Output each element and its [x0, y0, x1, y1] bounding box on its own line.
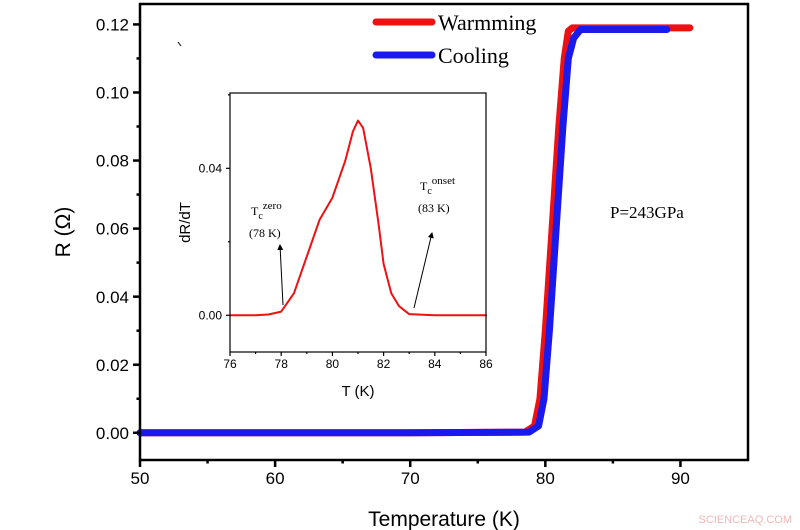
- tc-onset-value: (83 K): [418, 201, 450, 215]
- legend-label-cooling: Cooling: [438, 43, 509, 68]
- tc-zero-label: Tczero: [251, 200, 282, 222]
- main-y-tick-label: 0.06: [96, 220, 129, 239]
- main-x-tick-label: 70: [401, 469, 420, 488]
- tc-zero-value: (78 K): [249, 226, 281, 240]
- inset-x-tick-label: 86: [479, 357, 493, 371]
- main-y-axis-label: R (Ω): [52, 207, 75, 258]
- stray-mark: [177, 41, 182, 47]
- main-x-tick-label: 60: [266, 469, 285, 488]
- series-line-drdt: [229, 119, 487, 317]
- inset-x-tick-label: 76: [223, 357, 237, 371]
- main-y-tick-label: 0.00: [96, 424, 129, 443]
- main-y-tick-label: 0.12: [96, 16, 129, 35]
- main-x-tick-label: 50: [131, 469, 150, 488]
- main-y-tick-label: 0.08: [96, 152, 129, 171]
- legend-label-warmming: Warmming: [438, 10, 536, 35]
- inset-x-tick-label: 82: [377, 357, 391, 371]
- pressure-annotation: P=243GPa: [610, 203, 684, 222]
- main-y-tick-label: 0.04: [96, 288, 129, 307]
- main-plot-frame: [138, 2, 750, 462]
- inset-x-tick-label: 84: [428, 357, 442, 371]
- inset-y-axis-label: dR/dT: [177, 202, 194, 243]
- series-line-cooling: [136, 26, 671, 437]
- tc-zero-arrow: [277, 244, 284, 306]
- main-y-tick-label: 0.10: [96, 84, 129, 103]
- main-x-tick-label: 90: [671, 469, 690, 488]
- inset-x-tick-label: 80: [326, 357, 340, 371]
- tc-onset-label: Tconset: [420, 175, 455, 197]
- main-x-tick-label: 80: [536, 469, 555, 488]
- main-x-axis-label: Temperature (K): [368, 508, 520, 530]
- main-y-tick-label: 0.02: [96, 356, 129, 375]
- watermark: SCIENCEAQ.COM: [698, 514, 792, 526]
- tc-onset-arrow: [413, 232, 434, 309]
- inset-x-axis-label: T (K): [341, 383, 374, 400]
- inset-y-tick-label: 0.00: [199, 309, 223, 323]
- inset-background: [230, 93, 486, 352]
- inset-x-tick-label: 78: [275, 357, 289, 371]
- inset-y-tick-label: 0.04: [199, 162, 223, 176]
